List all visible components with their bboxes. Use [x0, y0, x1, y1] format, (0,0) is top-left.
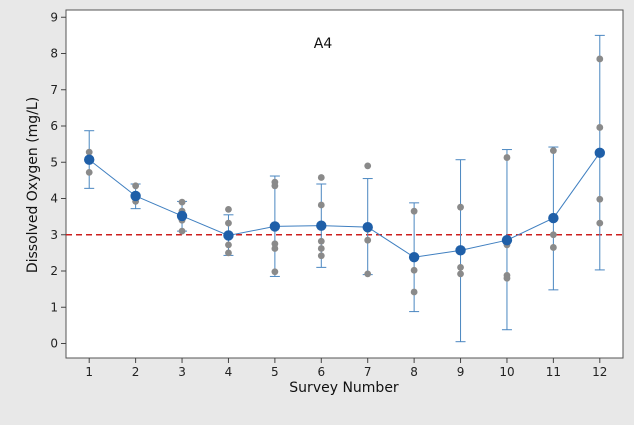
individual-point	[178, 198, 186, 206]
individual-point	[503, 274, 511, 282]
y-axis-title: Dissolved Oxygen (mg/L)	[25, 97, 41, 273]
individual-point	[549, 231, 557, 239]
individual-point	[549, 147, 557, 155]
x-tick-label-6: 6	[317, 365, 325, 379]
mean-point-12	[594, 147, 605, 159]
individual-point	[596, 124, 604, 131]
mean-point-11	[548, 212, 559, 224]
mean-point-5	[269, 221, 281, 232]
x-axis: 1 2 3 4 5 6 7 8 9 10 11 12	[85, 358, 607, 379]
individual-point	[317, 174, 325, 181]
mean-points-layer	[84, 147, 605, 263]
panel-label: A4	[314, 36, 333, 52]
y-tick-label-1: 1	[50, 300, 58, 314]
individual-point	[410, 266, 418, 274]
individual-point	[271, 240, 279, 248]
y-tick-label-9: 9	[50, 10, 58, 24]
individual-point	[225, 205, 232, 213]
individual-point	[271, 182, 279, 190]
individual-point	[317, 201, 325, 209]
x-tick-label-5: 5	[271, 365, 279, 379]
mean-point-2	[130, 190, 141, 202]
individual-point	[317, 252, 325, 260]
individual-point	[410, 288, 418, 296]
mean-point-1	[84, 154, 95, 165]
individual-point	[457, 203, 464, 211]
mean-connect-line	[88, 152, 601, 258]
x-tick-label-10: 10	[499, 365, 514, 379]
individual-point	[503, 154, 511, 161]
y-tick-label-3: 3	[50, 228, 58, 242]
individual-point	[225, 241, 232, 249]
x-tick-label-3: 3	[178, 365, 186, 379]
individual-point	[85, 169, 93, 176]
y-tick-label-4: 4	[50, 192, 58, 206]
individual-point	[457, 270, 464, 278]
x-tick-label-12: 12	[592, 365, 607, 379]
mean-point-6	[316, 220, 327, 231]
individual-point	[225, 249, 232, 257]
individual-point	[271, 268, 279, 276]
individual-point	[317, 237, 325, 245]
y-tick-label-8: 8	[50, 47, 58, 61]
y-tick-label-2: 2	[50, 264, 58, 278]
individual-point	[364, 270, 372, 278]
individual-point	[178, 227, 186, 235]
y-tick-label-5: 5	[50, 155, 58, 169]
individual-point	[85, 148, 93, 156]
individual-point	[596, 55, 604, 63]
individual-point	[596, 195, 604, 203]
individual-point	[317, 245, 325, 252]
y-tick-label-0: 0	[50, 337, 58, 351]
mean-point-9	[455, 245, 466, 256]
x-tick-label-11: 11	[546, 365, 561, 379]
y-axis: 0 1 2 3 4 5 6 7 8 9	[50, 10, 66, 351]
x-axis-title: Survey Number	[289, 380, 399, 396]
plot-area	[65, 9, 624, 359]
mean-point-8	[408, 252, 420, 263]
individual-point	[410, 207, 418, 215]
mean-point-7	[362, 221, 373, 233]
x-tick-label-1: 1	[85, 365, 93, 379]
y-tick-label-6: 6	[50, 119, 58, 133]
individual-point	[225, 219, 232, 227]
mean-point-3	[176, 210, 188, 222]
x-tick-label-8: 8	[410, 365, 418, 379]
individual-point	[132, 182, 140, 190]
x-tick-label-4: 4	[225, 365, 233, 379]
mean-point-10	[501, 234, 513, 246]
individual-point	[596, 219, 604, 227]
individual-point	[364, 236, 372, 244]
individual-point	[271, 245, 279, 252]
x-tick-label-2: 2	[132, 365, 140, 379]
y-tick-label-7: 7	[50, 83, 58, 97]
individual-point	[549, 244, 557, 251]
mean-line-layer	[88, 152, 601, 258]
x-tick-label-9: 9	[457, 365, 465, 379]
individual-point	[457, 263, 464, 271]
x-tick-label-7: 7	[364, 365, 372, 379]
individual-point	[364, 162, 372, 170]
mean-point-4	[223, 230, 234, 241]
